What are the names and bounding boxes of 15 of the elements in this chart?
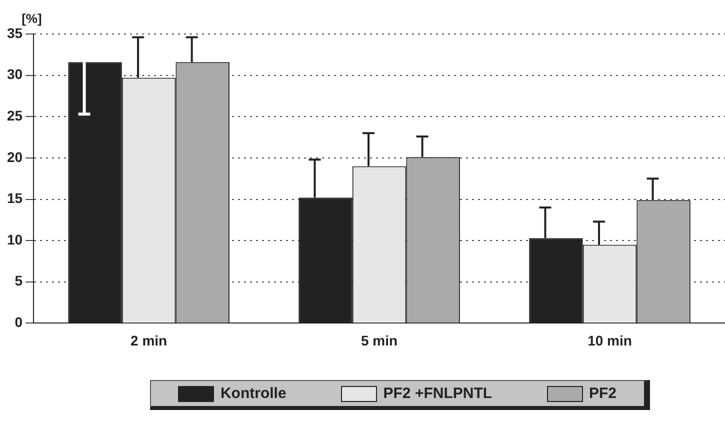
y-tick-label: 15 <box>6 190 23 206</box>
y-tick-label: 20 <box>6 148 23 165</box>
x-tick-label: 2 min <box>130 332 168 348</box>
legend-label: PF2 <box>588 385 616 402</box>
x-tick-label: 10 min <box>588 332 632 348</box>
y-tick-label: 10 <box>6 231 23 248</box>
y-axis-title: [%] <box>22 11 42 26</box>
y-tick-label: 30 <box>6 66 23 82</box>
legend-label: Kontrolle <box>220 385 286 402</box>
y-tick-label: 0 <box>14 314 23 330</box>
y-tick-label: 5 <box>14 272 23 289</box>
legend-label: PF2 +FNLPNTL <box>383 385 492 402</box>
y-tick-label: 25 <box>6 107 23 124</box>
y-tick-label: 35 <box>6 24 23 41</box>
x-tick-label: 5 min <box>360 332 398 348</box>
